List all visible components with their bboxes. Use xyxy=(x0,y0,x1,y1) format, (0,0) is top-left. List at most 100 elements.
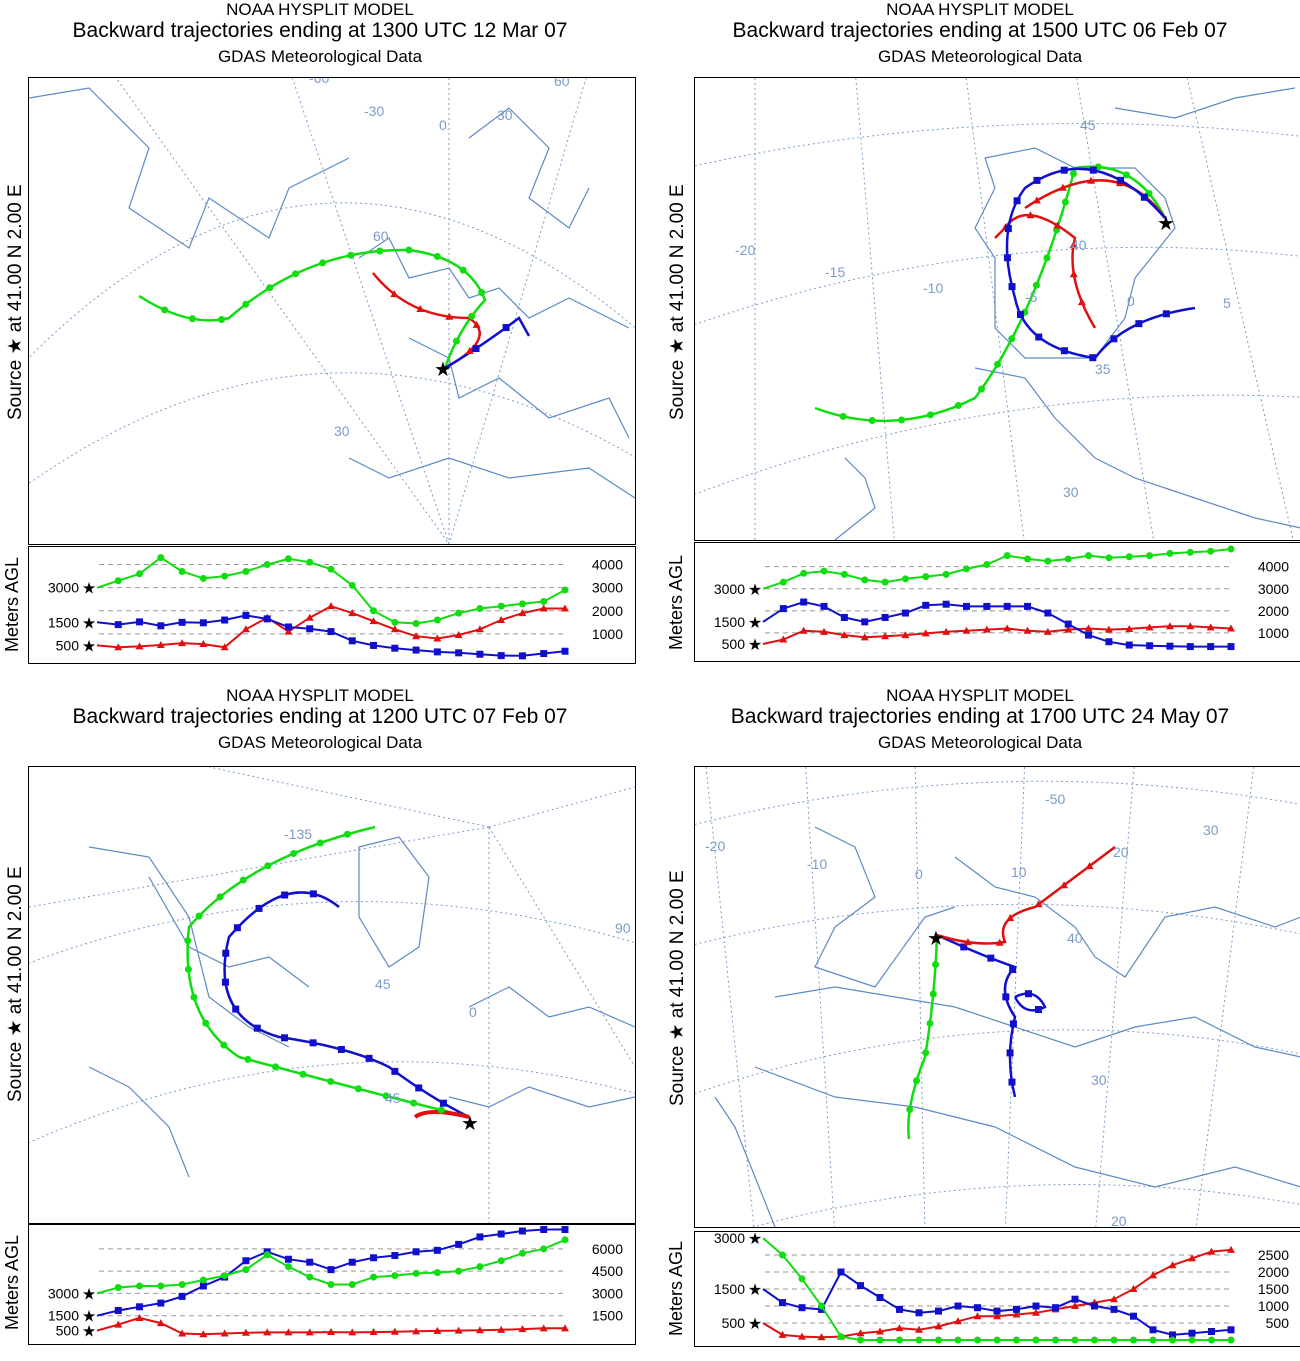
trajectory-point xyxy=(1060,166,1068,174)
data-point xyxy=(840,570,848,578)
data-point xyxy=(412,632,421,640)
map-grid-label: -10 xyxy=(807,856,827,872)
data-point xyxy=(497,1325,506,1333)
trajectory-point xyxy=(1087,176,1096,184)
trajectory-point xyxy=(1069,170,1077,178)
data-point xyxy=(497,652,505,660)
trajectory-point xyxy=(437,1106,445,1114)
trajectory-point xyxy=(995,938,1004,946)
data-point xyxy=(518,600,526,608)
data-point xyxy=(1105,554,1113,562)
data-point xyxy=(1149,1326,1157,1334)
trajectory-point xyxy=(1006,914,1015,922)
data-point xyxy=(973,1312,982,1320)
data-point xyxy=(1188,1254,1196,1262)
height-tick-label: 2500 xyxy=(1258,1247,1289,1263)
data-source-title: GDAS Meteorological Data xyxy=(877,733,1083,752)
data-point xyxy=(157,1282,165,1290)
data-point xyxy=(518,652,526,660)
data-point xyxy=(348,1258,356,1266)
data-point xyxy=(540,598,548,606)
data-point xyxy=(348,609,357,617)
trajectory-point xyxy=(391,1067,399,1075)
data-point xyxy=(1064,625,1073,633)
trajectory-point xyxy=(502,324,510,332)
start-height-label: 3000 xyxy=(48,580,79,596)
data-point xyxy=(1091,1336,1098,1344)
height-tick-label: 2000 xyxy=(1258,1264,1289,1280)
data-point xyxy=(1186,643,1194,651)
height-axis-label: Meters AGL xyxy=(666,1240,686,1336)
data-point xyxy=(284,623,292,631)
data-point xyxy=(1208,1336,1215,1344)
data-point xyxy=(954,1302,962,1310)
source-star: ★ xyxy=(927,928,945,950)
trajectory-point xyxy=(922,1049,930,1057)
data-point xyxy=(915,1336,923,1344)
map-grid-label: 0 xyxy=(439,117,447,133)
height-tick-label: 2000 xyxy=(592,603,623,619)
trajectory-point xyxy=(244,1055,252,1063)
data-point xyxy=(817,1333,826,1341)
data-point xyxy=(221,572,229,580)
data-point xyxy=(199,1276,207,1284)
data-point xyxy=(476,650,484,658)
trajectory-point xyxy=(272,1063,280,1071)
data-point xyxy=(136,1282,144,1290)
data-point xyxy=(779,605,787,613)
trajectory-point xyxy=(1013,197,1021,205)
trajectory-point xyxy=(898,416,906,424)
trajectory-point xyxy=(1089,354,1097,362)
data-point xyxy=(135,1313,144,1321)
trajectory-title: Backward trajectories ending at 1500 UTC… xyxy=(732,19,1228,42)
data-point xyxy=(220,643,229,651)
map-grid-label: -30 xyxy=(364,103,384,119)
data-point xyxy=(942,570,950,578)
data-point xyxy=(454,631,463,639)
data-point xyxy=(1130,1336,1137,1344)
map-svg: ★ -60 -30 0 30 60 60 30 xyxy=(29,78,635,544)
trajectory-point xyxy=(927,411,935,419)
data-point xyxy=(1032,1302,1040,1310)
data-point xyxy=(199,1330,208,1338)
data-point xyxy=(1149,1336,1157,1344)
data-point xyxy=(1003,552,1011,560)
data-point xyxy=(497,1257,505,1265)
trajectory-point xyxy=(1032,281,1040,289)
data-point xyxy=(114,621,122,629)
data-point xyxy=(369,1328,378,1336)
trajectory-point xyxy=(987,954,995,962)
start-height-label: 500 xyxy=(56,1323,80,1339)
data-point xyxy=(901,609,909,617)
data-point xyxy=(1130,1312,1137,1320)
trajectory-point xyxy=(415,1084,423,1092)
trajectory-point xyxy=(1135,320,1143,328)
trajectory-point xyxy=(906,1106,914,1114)
data-point xyxy=(242,567,250,575)
data-point xyxy=(935,1307,942,1315)
trajectory-point xyxy=(290,849,298,857)
height-tick-label: 4000 xyxy=(1258,559,1289,575)
source-label: Source ★ at 41.00 N 2.00 E xyxy=(667,870,688,1106)
data-point xyxy=(199,574,207,582)
map-grid-label: 45 xyxy=(385,1090,401,1106)
data-point xyxy=(1071,1336,1079,1344)
data-point xyxy=(433,1269,441,1277)
data-point xyxy=(974,1336,981,1344)
series-line-1500 xyxy=(762,600,1231,648)
data-point xyxy=(135,642,144,650)
data-point xyxy=(199,619,207,627)
data-point xyxy=(263,561,271,569)
data-point xyxy=(857,1336,864,1344)
data-point xyxy=(263,615,271,623)
data-point xyxy=(1227,1326,1235,1334)
data-point xyxy=(1044,609,1052,617)
data-point xyxy=(327,565,335,573)
trajectory-point xyxy=(184,965,192,973)
trajectory-point xyxy=(1002,993,1010,1001)
data-point xyxy=(412,1248,420,1256)
model-title: NOAA HYSPLIT MODEL xyxy=(226,686,414,705)
start-star: ★ xyxy=(748,1316,762,1333)
data-point xyxy=(1071,1295,1079,1303)
trajectory-point xyxy=(1009,966,1017,974)
